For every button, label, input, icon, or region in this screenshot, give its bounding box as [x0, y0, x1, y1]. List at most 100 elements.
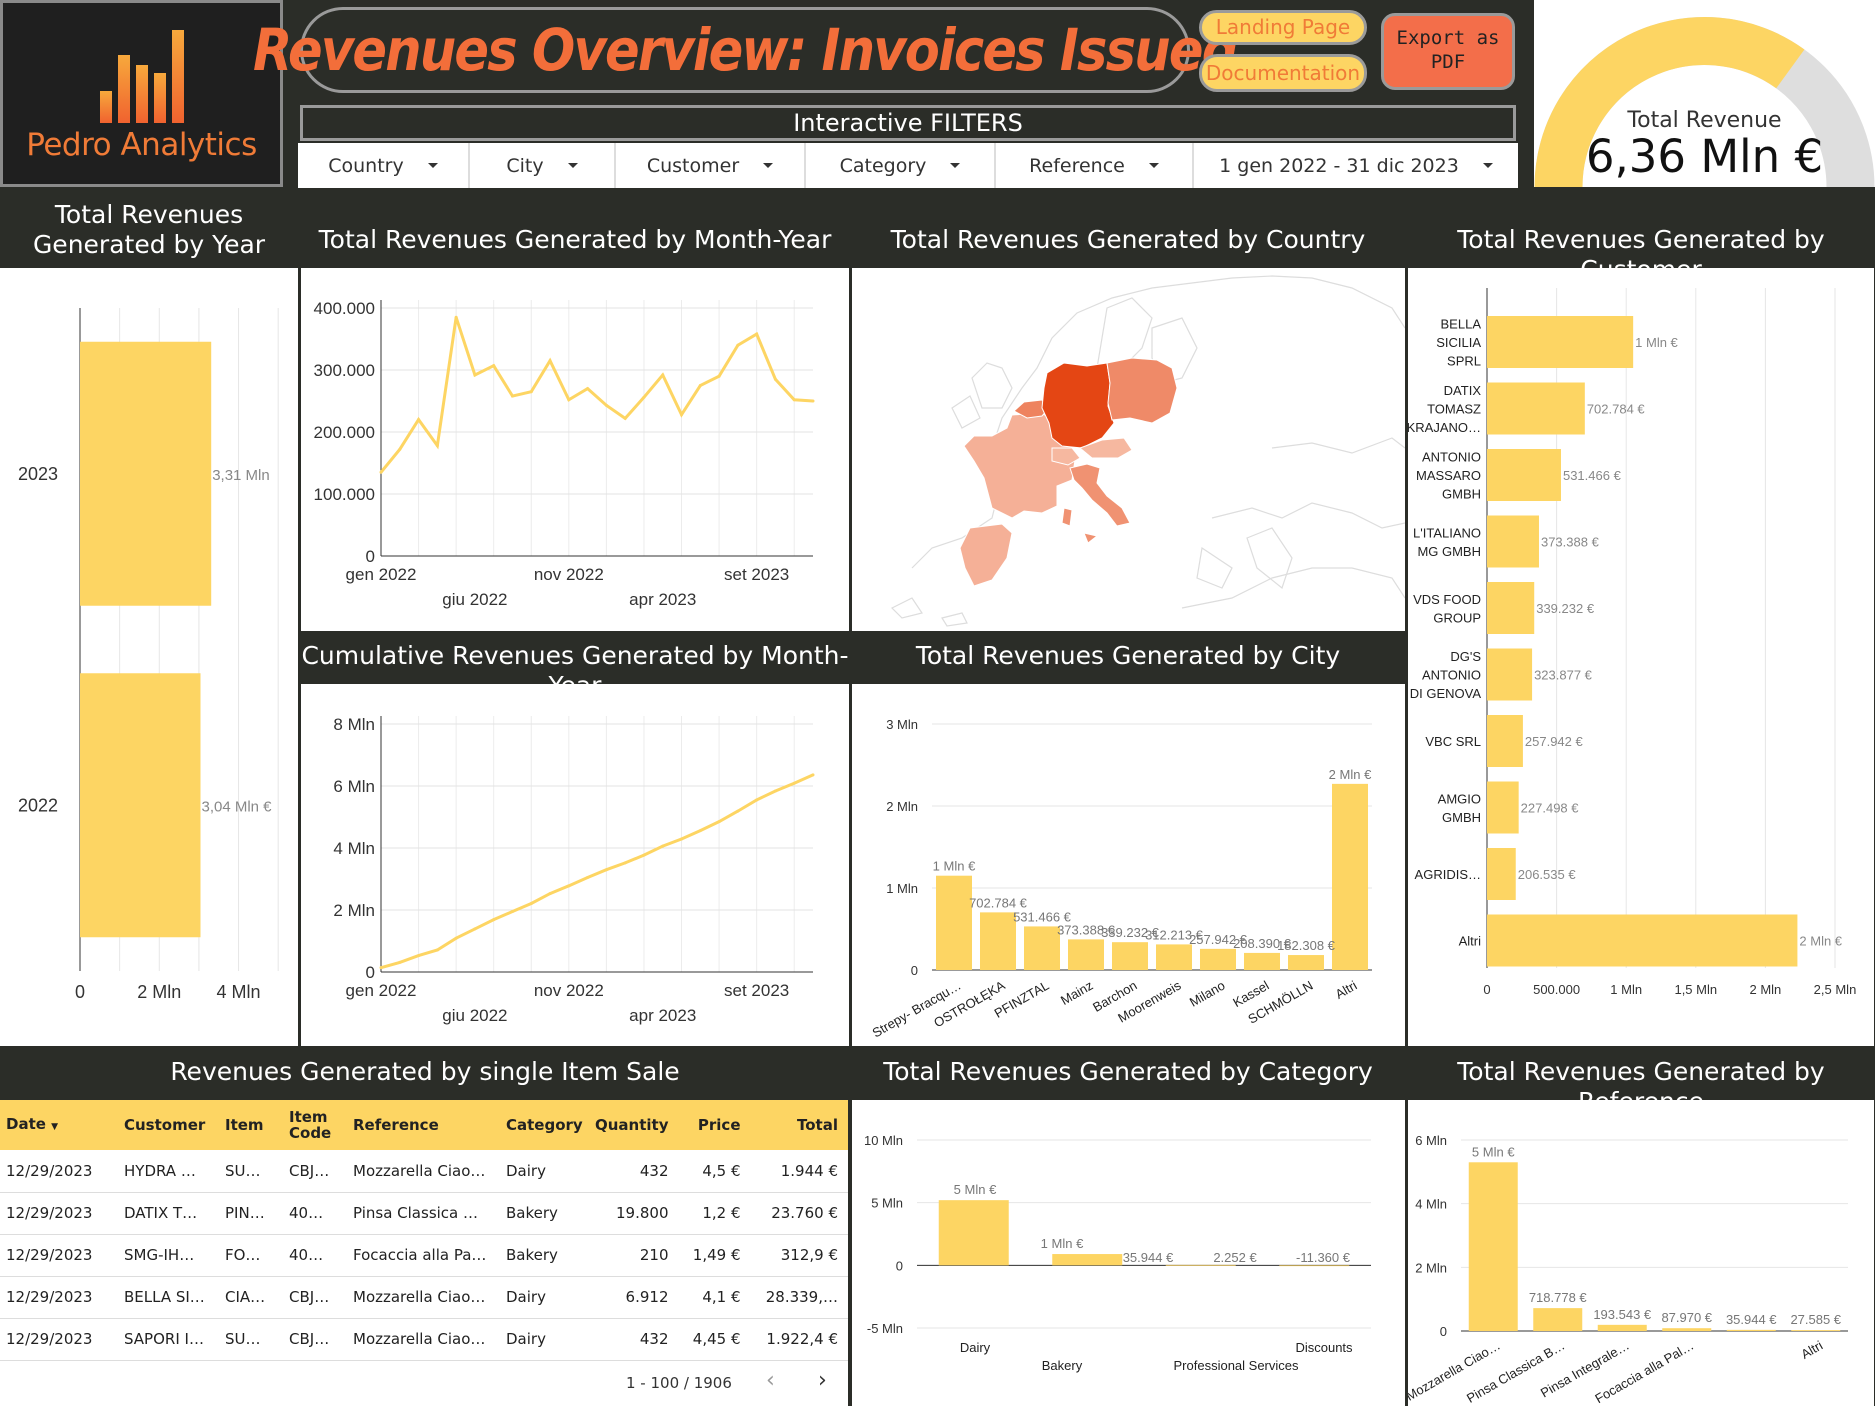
data-label: 1 Mln €	[1635, 335, 1678, 350]
category-label: DATIX	[1444, 383, 1482, 398]
x-tick-label: 4 Mln	[217, 982, 261, 1002]
table-row[interactable]: 12/29/2023 SMG-IH… FO… 40… Focaccia alla Pa……	[0, 1234, 848, 1277]
data-point	[755, 798, 759, 802]
filters-bar: Country City Customer Category Reference…	[298, 143, 1518, 188]
col-item[interactable]: Item	[219, 1100, 283, 1150]
table-row[interactable]: 12/29/2023 HYDRA … SU… CBJ… Mozzarella Ciao……	[0, 1150, 848, 1193]
data-label: 227.498 €	[1521, 801, 1580, 816]
map-border	[951, 395, 981, 429]
map-border	[941, 612, 968, 627]
data-label: 5 Mln €	[954, 1182, 997, 1197]
col-total[interactable]: Total	[754, 1100, 848, 1150]
country-spain	[959, 523, 1013, 587]
filter-city[interactable]: City	[470, 143, 616, 188]
filter-country-label: Country	[328, 154, 404, 177]
table-row[interactable]: 12/29/2023 DATIX T… PIN… 40… Pinsa Classica …	[0, 1192, 848, 1235]
table-cell: 19.800	[589, 1192, 675, 1235]
section-title-by-month: Total Revenues Generated by Month-Year	[318, 225, 832, 254]
chevron-down-icon	[950, 163, 961, 168]
next-page-icon[interactable]: ›	[818, 1368, 827, 1393]
x-tick-label: apr 2023	[629, 590, 696, 609]
data-point	[586, 875, 590, 879]
data-point	[586, 387, 590, 391]
data-point	[680, 837, 684, 841]
data-point	[454, 936, 458, 940]
col-date-label: Date	[6, 1114, 46, 1133]
table-cell: 1,2 €	[674, 1192, 755, 1235]
data-point	[492, 918, 496, 922]
table-cell: 12/29/2023	[0, 1234, 118, 1277]
filter-reference[interactable]: Reference	[996, 143, 1194, 188]
prev-page-icon[interactable]: ‹	[766, 1368, 775, 1393]
category-label: 2023	[18, 464, 58, 484]
logo-text: Pedro Analytics	[26, 127, 257, 163]
bar	[1279, 1265, 1350, 1267]
section-title-by-category: Total Revenues Generated by Category	[883, 1057, 1373, 1086]
kpi-value: 6,36 Mln €	[1585, 130, 1824, 183]
x-tick-label: nov 2022	[534, 981, 604, 1000]
data-point	[454, 315, 458, 319]
table-cell: 1.922,4 €	[754, 1318, 848, 1361]
y-tick-label: 4 Mln	[1415, 1197, 1447, 1212]
table-cell: SU…	[219, 1318, 283, 1361]
data-point	[529, 901, 533, 905]
data-label: -11.360 €	[1296, 1250, 1351, 1265]
data-point	[623, 416, 627, 420]
bar	[1487, 781, 1519, 834]
data-point	[792, 398, 796, 402]
data-point	[698, 829, 702, 833]
data-label: 5 Mln €	[1472, 1144, 1515, 1159]
bar	[1200, 948, 1236, 970]
bar	[1726, 1329, 1776, 1331]
col-reference[interactable]: Reference	[347, 1100, 500, 1150]
bar	[1487, 848, 1516, 900]
table-cell: 432	[589, 1150, 675, 1193]
data-point	[736, 809, 740, 813]
chart-by-country	[852, 268, 1405, 631]
data-point	[755, 332, 759, 336]
data-label: 702.784 €	[1587, 402, 1646, 417]
country-italy	[1061, 463, 1131, 544]
bar	[1487, 515, 1539, 568]
export-pdf-button[interactable]: Export as PDF	[1381, 13, 1515, 90]
filter-customer[interactable]: Customer	[616, 143, 806, 188]
category-label: Dairy	[960, 1340, 991, 1355]
bar	[1487, 316, 1634, 368]
category-label: AGRIDIS…	[1415, 867, 1481, 882]
bar	[1068, 939, 1104, 970]
y-tick-label: 10 Mln	[864, 1133, 903, 1148]
table-cell: Dairy	[500, 1150, 589, 1193]
table-cell: 12/29/2023	[0, 1192, 118, 1235]
filter-date-range[interactable]: 1 gen 2022 - 31 dic 2023	[1194, 143, 1518, 188]
col-quantity[interactable]: Quantity	[589, 1100, 675, 1150]
sort-desc-icon[interactable]: ▼	[51, 1121, 59, 1132]
y-tick-label: 0	[366, 963, 375, 982]
data-point	[811, 399, 815, 403]
category-label: ANTONIO	[1422, 668, 1481, 683]
category-label: AMGIO	[1438, 791, 1481, 806]
filter-category[interactable]: Category	[806, 143, 996, 188]
data-label: 257.942 €	[1525, 734, 1584, 749]
landing-page-button[interactable]: Landing Page	[1199, 10, 1367, 45]
col-item-code[interactable]: Item Code	[283, 1100, 347, 1150]
table-row[interactable]: 12/29/2023 SAPORI I… SU… CBJ… Mozzarella Cia…	[0, 1318, 848, 1361]
chart-by-category: -5 Mln 0 5 Mln 10 Mln 5 Mln € 1 Mln € 35.944 €…	[852, 1100, 1405, 1406]
logo-bars-icon	[100, 30, 184, 123]
page-title: Revenues Overview: Invoices Issued	[253, 16, 1238, 84]
map-border	[1196, 546, 1233, 589]
col-category[interactable]: Category	[500, 1100, 589, 1150]
col-customer[interactable]: Customer	[118, 1100, 219, 1150]
data-point	[792, 781, 796, 785]
table-cell: Focaccia alla Pa…	[347, 1234, 500, 1277]
bar	[1487, 382, 1585, 435]
table-cell: Bakery	[500, 1234, 589, 1277]
section-title-by-country: Total Revenues Generated by Country	[890, 225, 1366, 254]
category-label: 2022	[18, 795, 58, 815]
table-row[interactable]: 12/29/2023 BELLA SI… CIA… CBJ… Mozzarella Ci…	[0, 1276, 848, 1319]
category-label: MG GMBH	[1417, 544, 1481, 559]
filter-country[interactable]: Country	[298, 143, 470, 188]
documentation-button[interactable]: Documentation	[1199, 54, 1367, 92]
col-date[interactable]: Date ▼	[0, 1100, 118, 1150]
col-price[interactable]: Price	[674, 1100, 755, 1150]
